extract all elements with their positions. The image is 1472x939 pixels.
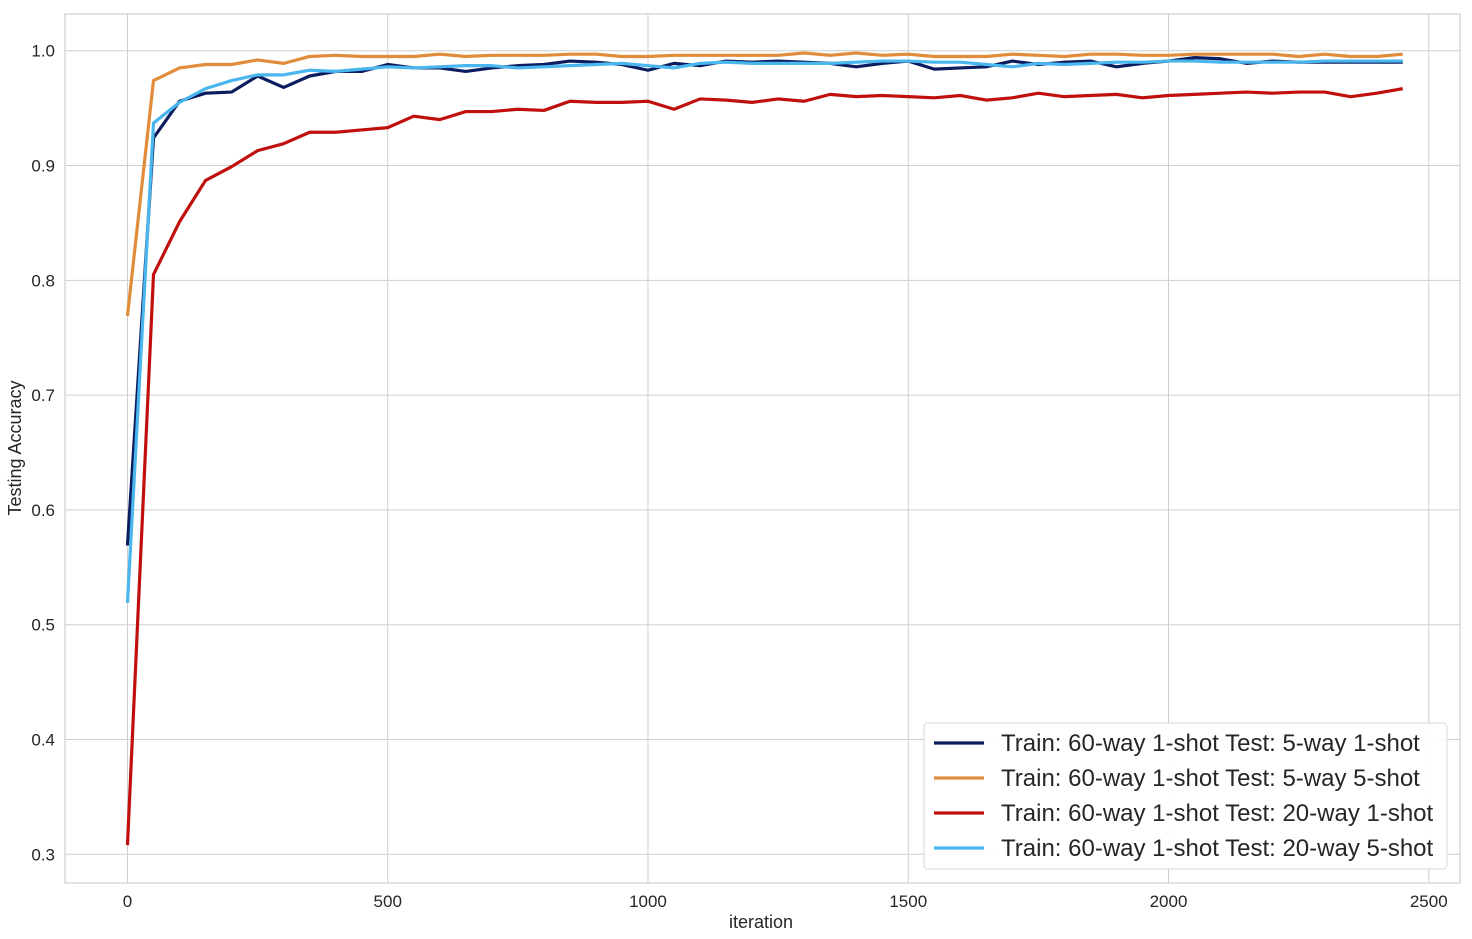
- legend-label-3: Train: 60-way 1-shot Test: 20-way 1-shot: [1001, 800, 1434, 827]
- legend-label-4: Train: 60-way 1-shot Test: 20-way 5-shot: [1001, 835, 1434, 862]
- x-axis-label: iteration: [729, 912, 793, 932]
- legend-label-1: Train: 60-way 1-shot Test: 5-way 1-shot: [1001, 730, 1420, 757]
- legend-box: [923, 722, 1448, 870]
- y-tick-label: 0.7: [31, 386, 55, 405]
- series-line-2: [125, 51, 1403, 317]
- x-tick-label: 2000: [1150, 892, 1188, 911]
- legend-label-2: Train: 60-way 1-shot Test: 5-way 5-shot: [1001, 765, 1420, 792]
- x-tick-label: 500: [374, 892, 402, 911]
- legend: Train: 60-way 1-shot Test: 5-way 1-shot T…: [923, 722, 1448, 870]
- y-axis-label: Testing Accuracy: [5, 380, 25, 515]
- x-tick-label: 0: [123, 892, 132, 911]
- y-tick-label: 0.9: [31, 157, 55, 176]
- x-tick-label: 1000: [629, 892, 667, 911]
- x-tick-label: 2500: [1410, 892, 1448, 911]
- series-line-3: [125, 87, 1404, 846]
- y-tick-label: 0.3: [31, 845, 55, 864]
- y-tick-label: 0.6: [31, 501, 55, 520]
- y-tick-label: 0.5: [31, 616, 55, 635]
- series-lines: [125, 51, 1404, 846]
- y-tick-label: 1.0: [31, 42, 55, 61]
- y-tick-label: 0.4: [31, 731, 55, 750]
- x-tick-labels: 0 500 1000 1500 2000 2500: [123, 892, 1448, 911]
- y-tick-labels: 0.3 0.4 0.5 0.6 0.7 0.8 0.9 1.0: [31, 42, 55, 865]
- x-tick-label: 1500: [889, 892, 927, 911]
- series-line-4: [125, 59, 1403, 603]
- y-tick-label: 0.8: [31, 271, 55, 290]
